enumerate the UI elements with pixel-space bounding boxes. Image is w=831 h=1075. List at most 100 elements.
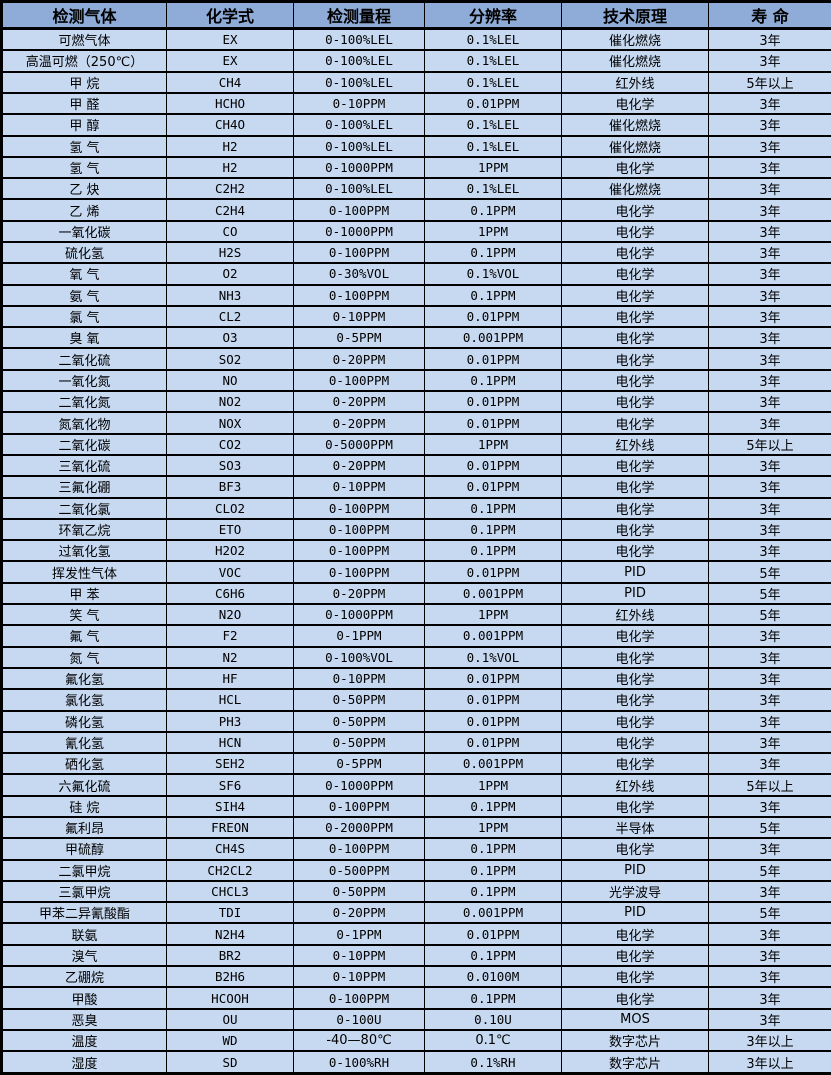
cell-gas-name: 三氯甲烷 — [1, 879, 167, 904]
cell-detection-range: 0-10PPM — [293, 943, 425, 968]
cell-chemical-formula: HCN — [166, 730, 294, 755]
table-row: 氨 气 NH3 0-100PPM 0.1PPM 电化学 3年 — [1, 283, 831, 307]
cell-detection-range: 0-5PPM — [293, 752, 425, 776]
col-header-resolution: 分辨率 — [424, 0, 562, 30]
cell-chemical-formula: O3 — [166, 326, 294, 350]
cell-resolution: 0.1PPM — [424, 794, 562, 819]
table-row: 过氧化氢 H2O2 0-100PPM 0.1PPM 电化学 3年 — [1, 539, 831, 563]
cell-technology-principle: 红外线 — [561, 603, 709, 627]
cell-resolution: 0.0100M — [424, 965, 562, 989]
cell-lifespan: 3年 — [708, 496, 831, 520]
cell-resolution: 0.01PPM — [424, 730, 562, 755]
cell-chemical-formula: EX — [166, 49, 294, 73]
cell-resolution: 0.01PPM — [424, 390, 562, 414]
cell-gas-name: 硒化氢 — [1, 752, 167, 776]
cell-gas-name: 甲 烷 — [1, 70, 167, 94]
table-row: 硅 烷 SIH4 0-100PPM 0.1PPM 电化学 3年 — [1, 794, 831, 819]
cell-lifespan: 3年 — [708, 794, 831, 819]
cell-chemical-formula: WD — [166, 1028, 294, 1053]
table-row: 溴气 BR2 0-10PPM 0.1PPM 电化学 3年 — [1, 943, 831, 968]
cell-detection-range: 0-10PPM — [293, 304, 425, 329]
cell-chemical-formula: NO — [166, 368, 294, 393]
cell-detection-range: 0-1000PPM — [293, 603, 425, 627]
cell-lifespan: 3年 — [708, 304, 831, 329]
cell-technology-principle: 催化燃烧 — [561, 177, 709, 201]
cell-lifespan: 3年 — [708, 475, 831, 499]
cell-technology-principle: 催化燃烧 — [561, 134, 709, 158]
cell-lifespan: 3年 — [708, 390, 831, 414]
cell-chemical-formula: FREON — [166, 815, 294, 840]
cell-lifespan: 3年以上 — [708, 1050, 831, 1075]
cell-lifespan: 3年 — [708, 517, 831, 542]
table-row: 氢 气 H2 0-100%LEL 0.1%LEL 催化燃烧 3年 — [1, 134, 831, 158]
col-header-gas: 检测气体 — [1, 0, 167, 30]
cell-detection-range: 0-100PPM — [293, 560, 425, 584]
cell-gas-name: 乙 炔 — [1, 177, 167, 201]
cell-gas-name: 氟化氢 — [1, 666, 167, 691]
cell-detection-range: 0-1000PPM — [293, 773, 425, 797]
cell-resolution: 0.1PPM — [424, 496, 562, 520]
cell-chemical-formula: BR2 — [166, 943, 294, 968]
cell-lifespan: 5年 — [708, 901, 831, 925]
cell-lifespan: 5年 — [708, 581, 831, 606]
cell-gas-name: 溴气 — [1, 943, 167, 968]
cell-detection-range: 0-100%LEL — [293, 177, 425, 201]
cell-chemical-formula: SD — [166, 1050, 294, 1075]
cell-technology-principle: 数字芯片 — [561, 1028, 709, 1053]
cell-technology-principle: MOS — [561, 1007, 709, 1031]
cell-gas-name: 氢 气 — [1, 134, 167, 158]
cell-gas-name: 硫化氢 — [1, 240, 167, 265]
table-row: 甲硫醇 CH4S 0-100PPM 0.1PPM 电化学 3年 — [1, 837, 831, 861]
cell-resolution: 0.1%LEL — [424, 70, 562, 94]
cell-resolution: 0.1PPM — [424, 858, 562, 882]
cell-technology-principle: PID — [561, 581, 709, 606]
cell-detection-range: 0-1PPM — [293, 624, 425, 648]
cell-resolution: 0.1PPM — [424, 879, 562, 904]
cell-detection-range: 0-50PPM — [293, 730, 425, 755]
cell-chemical-formula: SIH4 — [166, 794, 294, 819]
cell-detection-range: 0-10PPM — [293, 91, 425, 116]
cell-lifespan: 3年 — [708, 709, 831, 733]
cell-chemical-formula: C6H6 — [166, 581, 294, 606]
col-header-principle: 技术原理 — [561, 0, 709, 30]
cell-technology-principle: 电化学 — [561, 539, 709, 563]
cell-gas-name: 甲 苯 — [1, 581, 167, 606]
cell-resolution: 0.1%VOL — [424, 645, 562, 669]
cell-detection-range: 0-100PPM — [293, 198, 425, 222]
cell-chemical-formula: HCHO — [166, 91, 294, 116]
cell-resolution: 1PPM — [424, 815, 562, 840]
cell-detection-range: 0-100%LEL — [293, 134, 425, 158]
cell-chemical-formula: B2H6 — [166, 965, 294, 989]
cell-gas-name: 温度 — [1, 1028, 167, 1053]
cell-chemical-formula: VOC — [166, 560, 294, 584]
table-row: 二氧化氯 CLO2 0-100PPM 0.1PPM 电化学 3年 — [1, 496, 831, 520]
cell-resolution: 0.001PPM — [424, 901, 562, 925]
cell-lifespan: 3年 — [708, 453, 831, 478]
cell-chemical-formula: H2O2 — [166, 539, 294, 563]
cell-detection-range: 0-100PPM — [293, 368, 425, 393]
cell-technology-principle: 催化燃烧 — [561, 49, 709, 73]
cell-detection-range: 0-100%LEL — [293, 70, 425, 94]
cell-detection-range: 0-50PPM — [293, 709, 425, 733]
cell-resolution: 0.01PPM — [424, 922, 562, 946]
cell-gas-name: 一氧化碳 — [1, 219, 167, 243]
cell-technology-principle: PID — [561, 560, 709, 584]
cell-technology-principle: 电化学 — [561, 347, 709, 371]
table-row: 甲苯二异氰酸酯 TDI 0-20PPM 0.001PPM PID 5年 — [1, 901, 831, 925]
cell-detection-range: 0-20PPM — [293, 347, 425, 371]
cell-lifespan: 5年 — [708, 858, 831, 882]
cell-detection-range: 0-100PPM — [293, 240, 425, 265]
table-row: 二氧化硫 SO2 0-20PPM 0.01PPM 电化学 3年 — [1, 347, 831, 371]
cell-technology-principle: 电化学 — [561, 496, 709, 520]
cell-resolution: 0.01PPM — [424, 709, 562, 733]
cell-gas-name: 湿度 — [1, 1050, 167, 1075]
cell-lifespan: 3年 — [708, 922, 831, 946]
table-row: 二氧化碳 CO2 0-5000PPM 1PPM 红外线 5年以上 — [1, 432, 831, 456]
cell-gas-name: 乙硼烷 — [1, 965, 167, 989]
table-row: 乙 炔 C2H2 0-100%LEL 0.1%LEL 催化燃烧 3年 — [1, 177, 831, 201]
cell-technology-principle: 电化学 — [561, 922, 709, 946]
cell-lifespan: 5年以上 — [708, 432, 831, 456]
table-row: 氟化氢 HF 0-10PPM 0.01PPM 电化学 3年 — [1, 666, 831, 691]
cell-chemical-formula: CH4 — [166, 70, 294, 94]
